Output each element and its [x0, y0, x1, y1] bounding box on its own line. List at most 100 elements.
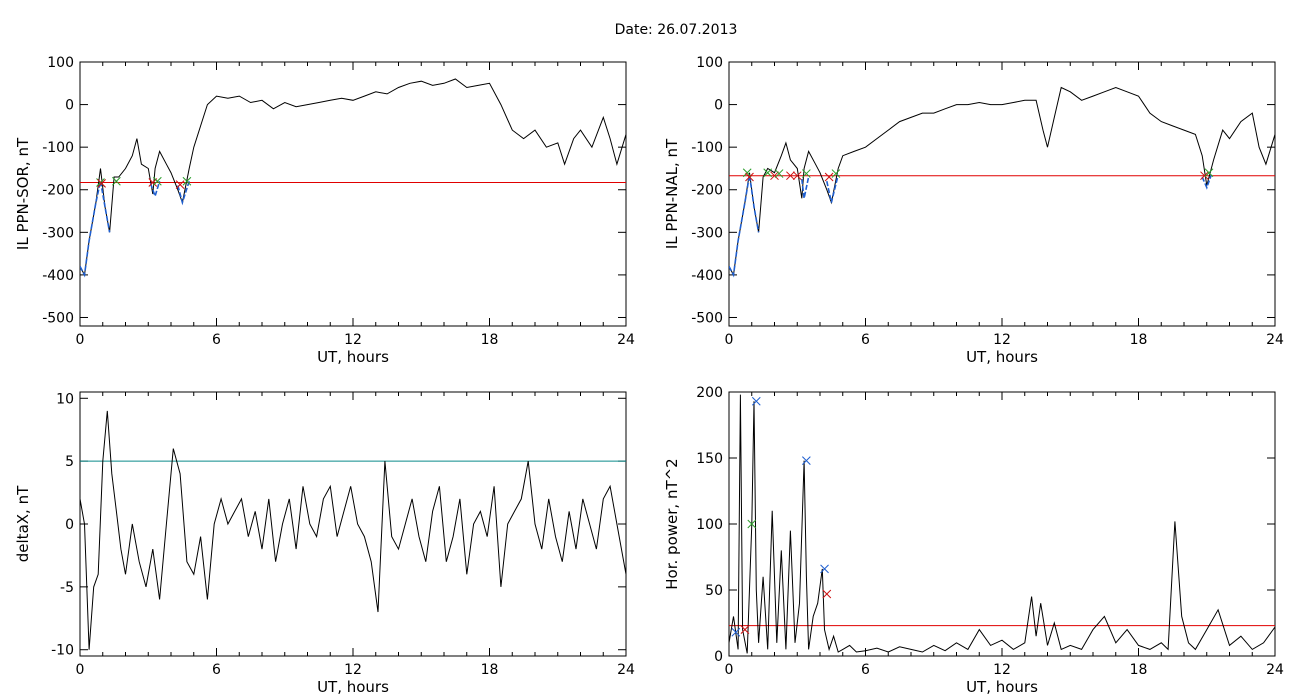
cross-marker-stroke [182, 176, 192, 186]
x-tick-label: 12 [344, 332, 362, 348]
panel-ppn-sor: 0 6 12 18 24 100 0 -100 -200 -300 -400 -500 UT, hour… [14, 55, 635, 366]
cross-marker-stroke [1200, 171, 1209, 181]
y-tick-label: -10 [51, 643, 74, 659]
cross-marker [740, 625, 750, 634]
x-tick-label: 12 [344, 662, 362, 678]
cross-marker-stroke [740, 625, 750, 634]
cross-marker [1200, 171, 1209, 181]
cross-marker [801, 169, 811, 178]
x-tick-label: 18 [1130, 662, 1148, 678]
x-axis-label: UT, hours [966, 678, 1038, 696]
panel-deltax: 0 6 12 18 24 10 5 0 -5 -10 UT, hours deltaX, nT [14, 391, 635, 696]
figure-title: Date: 26.07.2013 [615, 22, 738, 38]
plot-frame [728, 61, 1276, 327]
y-tick-label: -200 [691, 183, 723, 199]
x-axis-label: UT, hours [317, 678, 389, 696]
cross-marker [152, 176, 162, 186]
y-tick-label: 100 [696, 517, 723, 533]
y-tick-label: -500 [42, 310, 74, 326]
x-tick-label: 18 [481, 662, 499, 678]
cross-marker-stroke [745, 172, 754, 182]
x-tick-label: 6 [861, 662, 870, 678]
plot-frame [79, 391, 627, 657]
x-tick-label: 6 [212, 662, 221, 678]
cross-marker [175, 180, 185, 189]
cross-marker-stroke [820, 564, 829, 574]
cross-marker-stroke [175, 180, 185, 189]
cross-marker [786, 171, 795, 181]
cross-marker-stroke [824, 172, 834, 182]
y-tick-label: 50 [705, 583, 723, 599]
panel-hor-power: 0 6 12 18 24 200 150 100 50 0 UT, hours Hor. power,… [663, 385, 1284, 696]
plot-frame [728, 391, 1276, 657]
x-axis-label: UT, hours [966, 348, 1038, 366]
y-tick-label: 150 [696, 451, 723, 467]
y-tick-label: 0 [714, 98, 723, 114]
x-tick-label: 0 [725, 332, 734, 348]
cross-marker-stroke [742, 168, 752, 178]
y-tick-label: -100 [42, 140, 74, 156]
x-tick-label: 0 [76, 662, 85, 678]
cross-marker [745, 172, 754, 182]
y-tick-label: -200 [42, 183, 74, 199]
cross-marker-stroke [747, 519, 757, 529]
cross-marker [822, 589, 832, 599]
x-tick-label: 12 [993, 662, 1011, 678]
y-tick-label: -300 [42, 225, 74, 241]
cross-marker [112, 176, 121, 186]
cross-marker-stroke [822, 589, 832, 599]
cross-marker-stroke [112, 176, 121, 186]
cross-marker-stroke [801, 456, 811, 465]
dip-segment [826, 174, 839, 203]
dip-segment [1201, 174, 1213, 190]
x-tick-label: 0 [725, 662, 734, 678]
x-axis-label: UT, hours [317, 348, 389, 366]
series-line [80, 78, 626, 277]
cross-marker [801, 456, 811, 465]
cross-marker-stroke [152, 176, 162, 186]
cross-marker-stroke [1204, 168, 1214, 178]
series-line [729, 394, 1275, 654]
y-axis-label: deltaX, nT [14, 485, 32, 562]
cross-marker-stroke [774, 169, 784, 178]
y-axis-label: IL PPN-SOR, nT [14, 137, 32, 250]
cross-marker-stroke [751, 396, 761, 406]
y-tick-label: 100 [696, 55, 723, 71]
dip-segment [149, 180, 161, 199]
y-tick-label: -500 [691, 310, 723, 326]
cross-marker-stroke [786, 171, 795, 181]
cross-marker [820, 564, 829, 574]
cross-marker [751, 396, 761, 406]
cross-marker [742, 168, 752, 178]
y-tick-label: 0 [714, 649, 723, 665]
cross-marker [770, 171, 779, 181]
cross-marker [831, 169, 841, 178]
x-tick-label: 24 [1266, 332, 1284, 348]
plot-frame [79, 61, 627, 327]
x-tick-label: 24 [617, 662, 635, 678]
plot-data [80, 78, 626, 278]
dip-segment [177, 180, 190, 206]
y-tick-label: 100 [47, 55, 74, 71]
x-tick-label: 6 [212, 332, 221, 348]
y-tick-label: -400 [691, 268, 723, 284]
y-axis-label: IL PPN-NAL, nT [663, 138, 681, 249]
x-tick-label: 24 [617, 332, 635, 348]
cross-marker-stroke [97, 179, 106, 188]
y-axis-label: Hor. power, nT^2 [663, 458, 681, 589]
dip-segment [80, 181, 111, 278]
cross-marker [774, 169, 784, 178]
dip-segment [729, 174, 760, 278]
plot-data [729, 86, 1275, 278]
y-tick-label: 200 [696, 385, 723, 401]
y-tick-label: -300 [691, 225, 723, 241]
x-tick-label: 6 [861, 332, 870, 348]
cross-marker [731, 627, 741, 637]
y-tick-label: 0 [65, 98, 74, 114]
cross-marker [792, 171, 802, 181]
y-tick-label: 0 [65, 517, 74, 533]
cross-marker [747, 519, 757, 529]
cross-marker-stroke [731, 627, 741, 637]
plot-data [80, 410, 626, 650]
